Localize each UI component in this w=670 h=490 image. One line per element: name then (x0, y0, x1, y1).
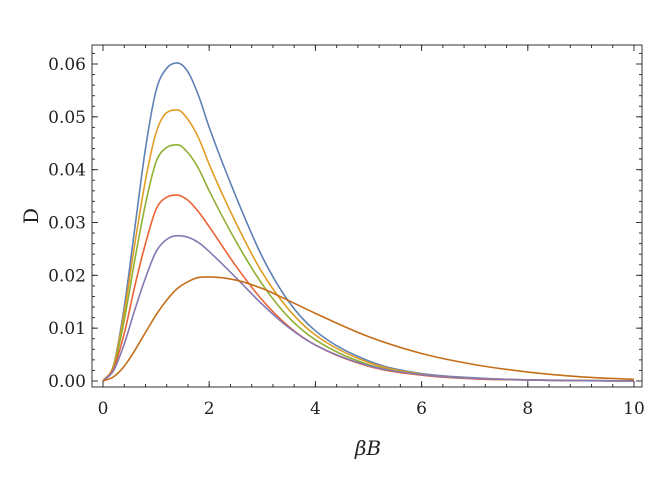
series-line-6 (102, 276, 635, 382)
y-tick-label: 0.03 (48, 214, 86, 234)
x-tick-label: 0 (98, 399, 109, 419)
y-axis-ticks: 0.00 0.01 0.02 0.03 0.04 0.05 0.06 (48, 52, 642, 392)
y-tick-label: 0.04 (48, 161, 86, 181)
y-axis-label: D (19, 208, 43, 224)
series-line-3 (102, 144, 635, 382)
x-tick-label: 8 (522, 399, 533, 419)
series-layer (102, 62, 635, 382)
plot-frame (91, 44, 643, 388)
y-tick-label: 0.00 (48, 372, 86, 392)
y-tick-label: 0.01 (48, 319, 86, 339)
y-tick-label: 0.05 (48, 108, 86, 128)
y-tick-label: 0.06 (48, 55, 86, 75)
series-line-2 (102, 109, 635, 382)
x-axis-ticks: 0 2 4 6 8 10 (98, 45, 645, 419)
series-line-1 (102, 62, 635, 382)
x-tick-label: 2 (204, 399, 215, 419)
x-tick-label: 6 (416, 399, 427, 419)
series-line-5 (102, 234, 635, 382)
x-tick-label: 10 (623, 399, 645, 419)
x-axis-label: βB (354, 436, 381, 460)
y-tick-label: 0.02 (48, 266, 86, 286)
x-tick-label: 4 (310, 399, 321, 419)
series-line-4 (102, 194, 635, 382)
